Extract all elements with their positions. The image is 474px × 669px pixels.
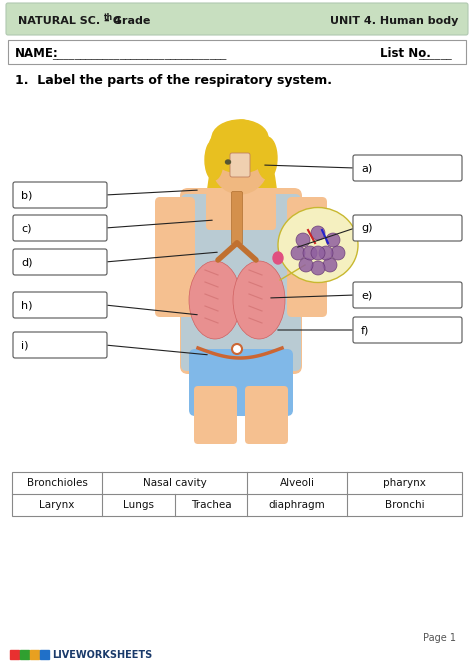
Bar bbox=[40, 650, 49, 659]
Circle shape bbox=[319, 246, 333, 260]
FancyBboxPatch shape bbox=[353, 155, 462, 181]
Text: Page 1: Page 1 bbox=[423, 633, 456, 643]
FancyBboxPatch shape bbox=[13, 215, 107, 241]
Text: diaphragm: diaphragm bbox=[269, 500, 325, 510]
Ellipse shape bbox=[263, 235, 293, 294]
Circle shape bbox=[311, 246, 325, 260]
FancyBboxPatch shape bbox=[287, 197, 327, 317]
Text: 1.  Label the parts of the respiratory system.: 1. Label the parts of the respiratory sy… bbox=[15, 74, 332, 86]
Text: d): d) bbox=[21, 257, 33, 267]
Ellipse shape bbox=[233, 261, 285, 339]
Circle shape bbox=[311, 226, 325, 240]
Text: Grade: Grade bbox=[109, 16, 150, 26]
Ellipse shape bbox=[273, 252, 283, 264]
Text: NATURAL SC. – 4: NATURAL SC. – 4 bbox=[18, 16, 121, 26]
Text: h): h) bbox=[21, 300, 33, 310]
FancyBboxPatch shape bbox=[6, 3, 468, 35]
FancyBboxPatch shape bbox=[181, 194, 301, 371]
FancyBboxPatch shape bbox=[189, 349, 293, 416]
FancyBboxPatch shape bbox=[245, 386, 288, 444]
Ellipse shape bbox=[189, 261, 241, 339]
Text: ______: ______ bbox=[418, 50, 452, 60]
FancyBboxPatch shape bbox=[230, 153, 250, 177]
Text: Lungs: Lungs bbox=[123, 500, 154, 510]
Ellipse shape bbox=[273, 248, 291, 292]
Ellipse shape bbox=[209, 123, 271, 173]
Text: NAME:: NAME: bbox=[15, 47, 59, 60]
Ellipse shape bbox=[206, 120, 278, 320]
Text: List No.: List No. bbox=[380, 47, 431, 60]
FancyBboxPatch shape bbox=[155, 197, 195, 317]
Text: Alveoli: Alveoli bbox=[280, 478, 315, 488]
Circle shape bbox=[303, 246, 317, 260]
FancyBboxPatch shape bbox=[180, 188, 302, 374]
Circle shape bbox=[299, 258, 313, 272]
Circle shape bbox=[323, 258, 337, 272]
FancyBboxPatch shape bbox=[13, 249, 107, 275]
Text: Bronchioles: Bronchioles bbox=[27, 478, 87, 488]
FancyBboxPatch shape bbox=[13, 292, 107, 318]
Bar bbox=[8, 40, 466, 64]
Text: LIVEWORKSHEETS: LIVEWORKSHEETS bbox=[52, 650, 152, 660]
Ellipse shape bbox=[278, 207, 358, 282]
Circle shape bbox=[311, 261, 325, 275]
FancyBboxPatch shape bbox=[194, 386, 237, 444]
Bar bbox=[20, 650, 29, 659]
Text: g): g) bbox=[361, 223, 373, 233]
FancyBboxPatch shape bbox=[353, 282, 462, 308]
FancyBboxPatch shape bbox=[231, 191, 243, 244]
Text: UNIT 4. Human body: UNIT 4. Human body bbox=[329, 16, 458, 26]
Ellipse shape bbox=[211, 130, 269, 194]
FancyBboxPatch shape bbox=[13, 182, 107, 208]
Text: b): b) bbox=[21, 190, 32, 200]
Text: f): f) bbox=[361, 325, 369, 335]
Text: a): a) bbox=[361, 163, 372, 173]
FancyBboxPatch shape bbox=[206, 192, 276, 230]
Text: Trachea: Trachea bbox=[191, 500, 231, 510]
Text: pharynx: pharynx bbox=[383, 478, 426, 488]
Text: Larynx: Larynx bbox=[39, 500, 75, 510]
Ellipse shape bbox=[226, 160, 230, 164]
Ellipse shape bbox=[257, 137, 277, 179]
FancyBboxPatch shape bbox=[228, 176, 252, 202]
Text: th: th bbox=[104, 13, 113, 21]
Text: Nasal cavity: Nasal cavity bbox=[143, 478, 206, 488]
FancyBboxPatch shape bbox=[353, 317, 462, 343]
Circle shape bbox=[331, 246, 345, 260]
FancyBboxPatch shape bbox=[13, 332, 107, 358]
Circle shape bbox=[232, 344, 242, 354]
Text: _______________________________: _______________________________ bbox=[52, 50, 227, 60]
Text: i): i) bbox=[21, 340, 28, 350]
Text: Bronchi: Bronchi bbox=[385, 500, 424, 510]
Text: e): e) bbox=[361, 290, 372, 300]
Bar bbox=[10, 650, 19, 659]
Text: c): c) bbox=[21, 223, 31, 233]
Ellipse shape bbox=[212, 120, 268, 156]
Bar bbox=[12, 472, 462, 516]
Ellipse shape bbox=[205, 140, 223, 180]
Circle shape bbox=[296, 233, 310, 247]
Circle shape bbox=[291, 246, 305, 260]
FancyBboxPatch shape bbox=[353, 215, 462, 241]
Bar bbox=[30, 650, 39, 659]
Circle shape bbox=[326, 233, 340, 247]
